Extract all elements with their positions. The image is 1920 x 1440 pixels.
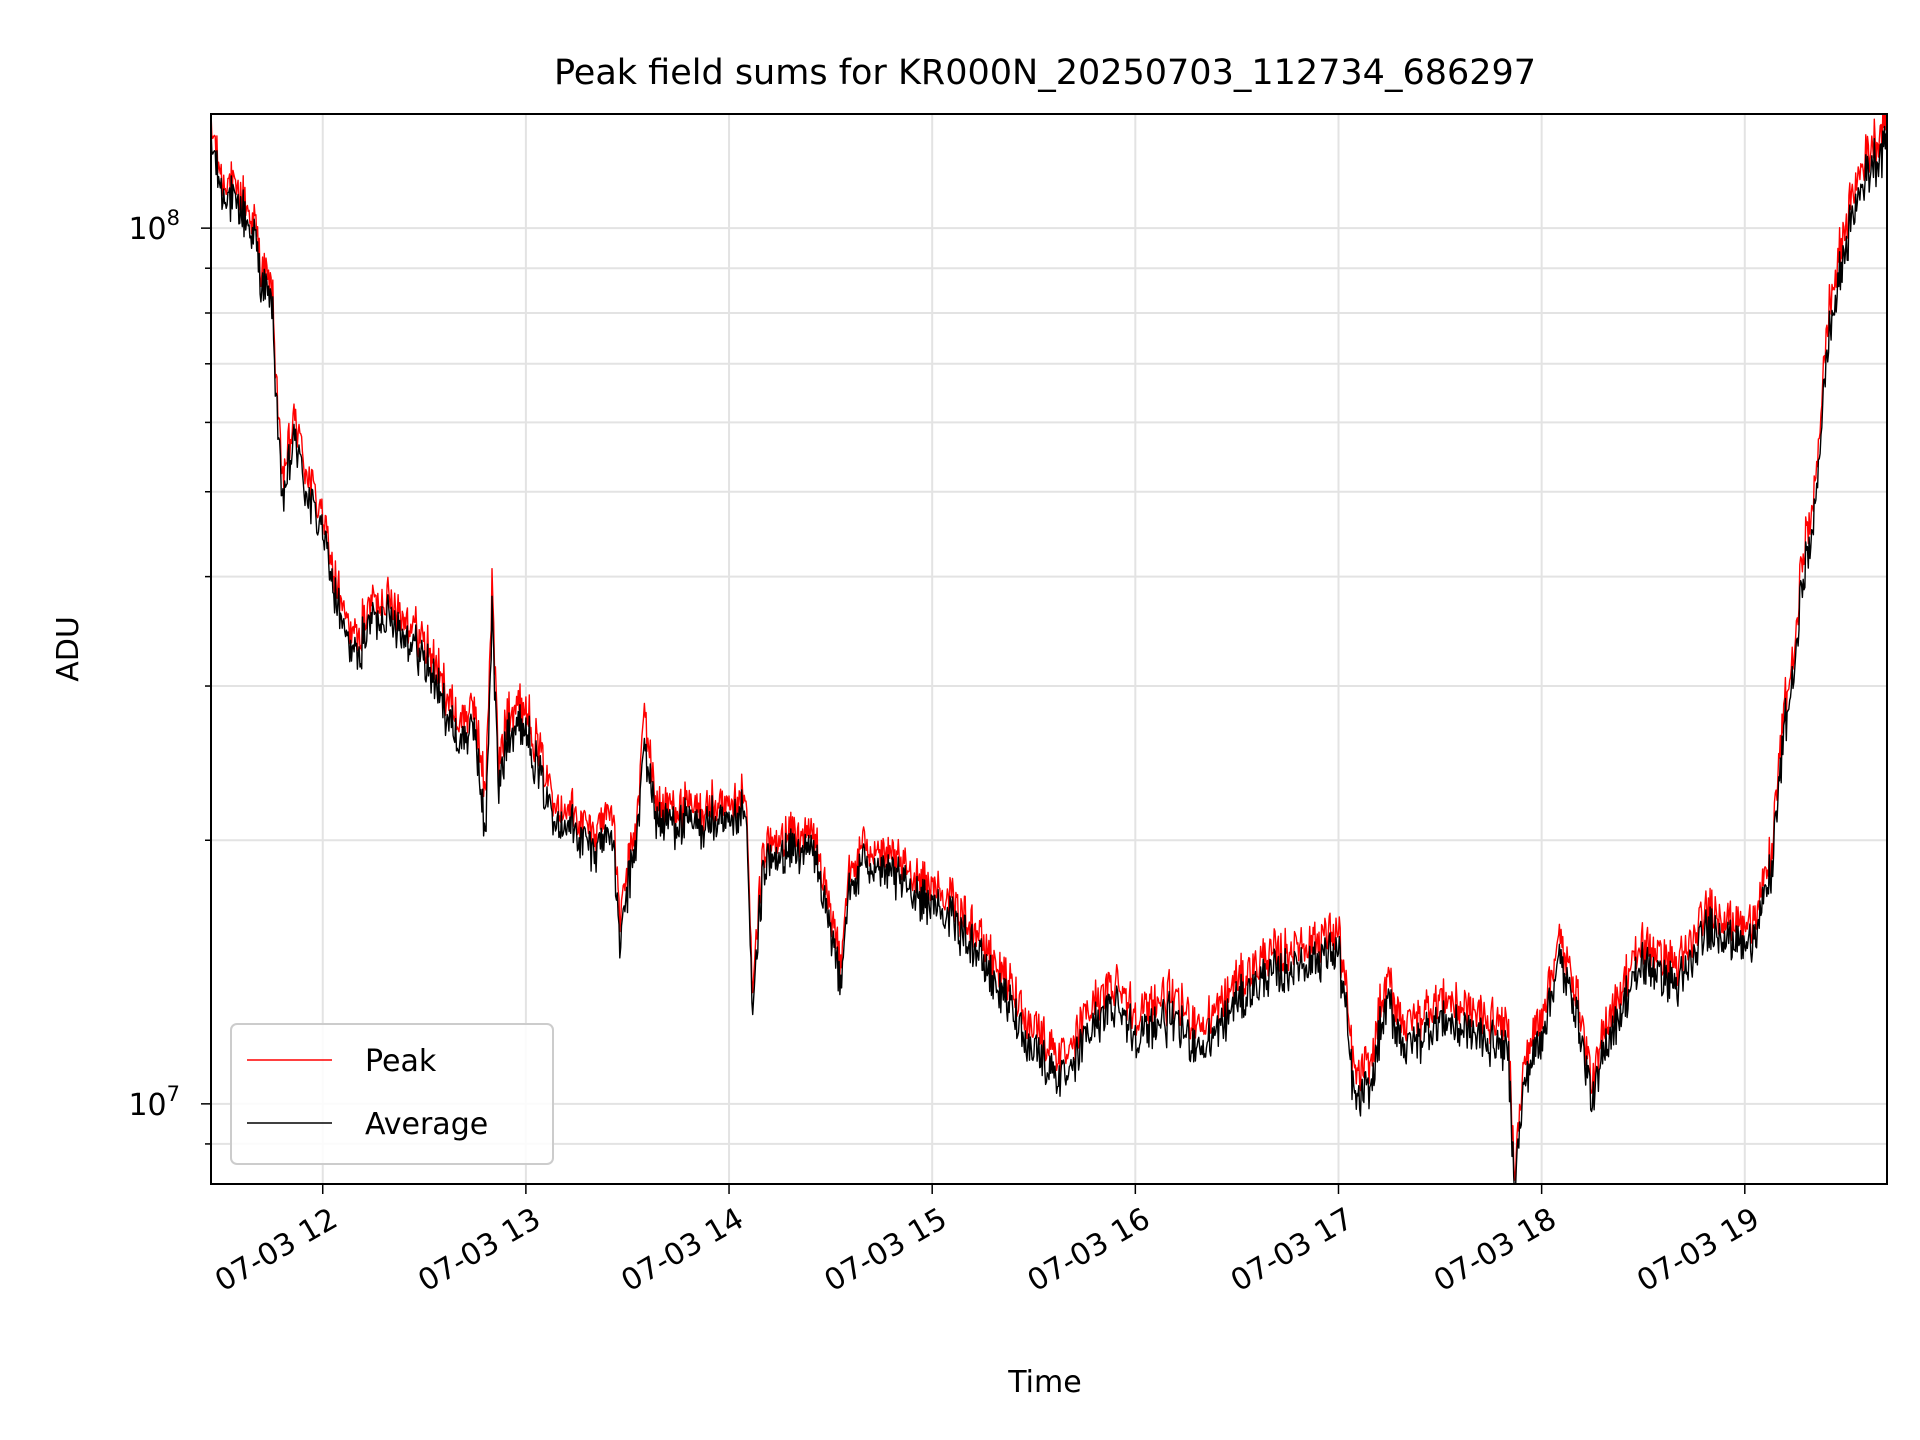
x-axis-label: Time bbox=[1007, 1365, 1081, 1400]
legend-box bbox=[230, 1023, 554, 1165]
chart-title: Peak field sums for KR000N_20250703_1127… bbox=[554, 53, 1536, 93]
y-axis: 107 108 bbox=[128, 206, 211, 1145]
series-line-peak bbox=[211, 114, 1887, 1181]
plot-frame bbox=[210, 113, 1888, 1185]
y-tick-label: 108 bbox=[128, 206, 180, 247]
legend-label-peak: Peak bbox=[365, 1044, 437, 1079]
series-layer bbox=[211, 114, 1887, 1184]
series-line-average bbox=[211, 125, 1887, 1184]
y-tick-label: 107 bbox=[128, 1082, 180, 1123]
legend: Peak Average bbox=[230, 1023, 554, 1165]
grid-lines bbox=[211, 114, 1887, 1184]
y-axis-label: ADU bbox=[51, 616, 86, 682]
legend-label-average: Average bbox=[365, 1107, 488, 1142]
